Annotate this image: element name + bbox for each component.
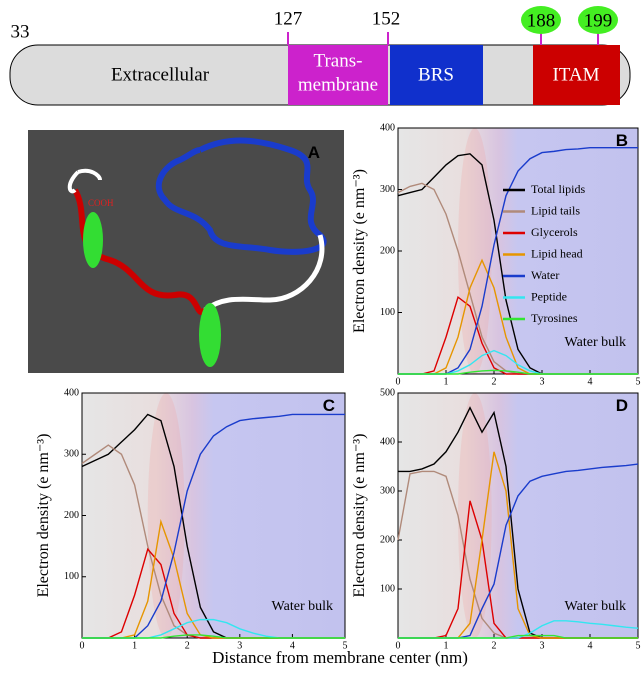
x-tick-label: 4 xyxy=(588,640,593,651)
y-tick-label: 200 xyxy=(64,510,79,521)
ribbon xyxy=(203,234,325,313)
y-tick-label: 100 xyxy=(380,583,395,594)
position-label: 188 xyxy=(527,10,556,31)
legend-label: Peptide xyxy=(531,289,567,303)
y-tick-label: 200 xyxy=(380,245,395,256)
x-tick-label: 1 xyxy=(132,640,137,651)
x-tick-label: 5 xyxy=(343,640,348,651)
y-tick-label: 500 xyxy=(380,387,395,398)
position-label: 199 xyxy=(584,10,613,31)
x-tick-label: 5 xyxy=(636,376,641,387)
legend-label: Tyrosines xyxy=(531,311,578,325)
y-tick-label: 200 xyxy=(380,534,395,545)
data-line xyxy=(398,634,638,639)
panel-label: C xyxy=(323,396,335,415)
y-tick-label: 300 xyxy=(380,184,395,195)
tyrosine xyxy=(83,212,103,268)
data-line xyxy=(82,634,345,639)
phospho-site xyxy=(578,6,618,34)
x-tick-label: 1 xyxy=(444,640,449,651)
x-tick-label: 3 xyxy=(237,640,242,651)
position-label: 33 xyxy=(11,21,30,42)
plot-background xyxy=(398,128,638,374)
panel-label: B xyxy=(616,131,628,150)
x-tick-label: 4 xyxy=(290,640,295,651)
structure-image: COOH A xyxy=(28,130,344,373)
legend-label: Total lipids xyxy=(531,182,585,196)
y-tick-label: 400 xyxy=(380,436,395,447)
domain-label: BRS xyxy=(418,64,454,85)
domain-label: Trans- xyxy=(314,50,363,71)
domain-label: membrane xyxy=(298,74,378,95)
panel-label: D xyxy=(616,396,628,415)
x-tick-label: 5 xyxy=(636,640,641,651)
annotation: Water bulk xyxy=(565,599,626,614)
y-axis-title: Electron density (e nm⁻³) xyxy=(35,434,52,598)
data-line xyxy=(398,369,638,375)
membrane-interface xyxy=(147,393,185,638)
x-tick-label: 2 xyxy=(492,376,497,387)
plot-background xyxy=(398,393,638,638)
y-tick-label: 400 xyxy=(380,122,395,133)
tyrosine xyxy=(199,303,221,367)
brs-segment xyxy=(390,45,483,105)
y-tick-label: 400 xyxy=(64,387,79,398)
x-tick-label: 3 xyxy=(540,640,545,651)
legend-label: Lipid head xyxy=(531,246,583,260)
tm-segment xyxy=(288,45,388,105)
annotation: Water bulk xyxy=(272,599,333,614)
x-axis-title: Distance from membrane center (nm) xyxy=(212,648,468,667)
position-label: 127 xyxy=(274,8,303,29)
x-tick-label: 2 xyxy=(185,640,190,651)
x-tick-label: 0 xyxy=(80,640,85,651)
itam-segment xyxy=(533,45,620,105)
domain-label: ITAM xyxy=(552,64,599,85)
x-tick-label: 4 xyxy=(588,376,593,387)
annotation: Water bulk xyxy=(565,335,626,350)
domain-diagram: 33 127 152 188 199 Extracellular Trans- … xyxy=(9,6,631,106)
x-tick-label: 3 xyxy=(540,376,545,387)
x-tick-label: 0 xyxy=(396,376,401,387)
y-axis-title: Electron density (e nm⁻³) xyxy=(351,169,368,333)
plot-background xyxy=(82,393,345,638)
y-axis-title: Electron density (e nm⁻³) xyxy=(351,434,368,598)
y-tick-label: 300 xyxy=(380,485,395,496)
x-tick-label: 1 xyxy=(444,376,449,387)
phospho-site xyxy=(521,6,561,34)
position-label: 152 xyxy=(372,8,401,29)
legend-label: Water xyxy=(531,268,559,282)
y-tick-label: 100 xyxy=(380,307,395,318)
ribbon xyxy=(72,188,208,315)
membrane-interface xyxy=(458,128,492,374)
legend-label: Glycerols xyxy=(531,225,578,239)
ribbon xyxy=(155,137,327,255)
x-tick-label: 0 xyxy=(396,640,401,651)
annotation: COOH xyxy=(88,198,114,208)
panel-label: A xyxy=(308,143,320,162)
domain-label: Extracellular xyxy=(111,64,210,85)
ribbon xyxy=(67,168,102,194)
x-tick-label: 2 xyxy=(492,640,497,651)
y-tick-label: 300 xyxy=(64,449,79,460)
legend-label: Lipid tails xyxy=(531,203,580,217)
y-tick-label: 100 xyxy=(64,571,79,582)
